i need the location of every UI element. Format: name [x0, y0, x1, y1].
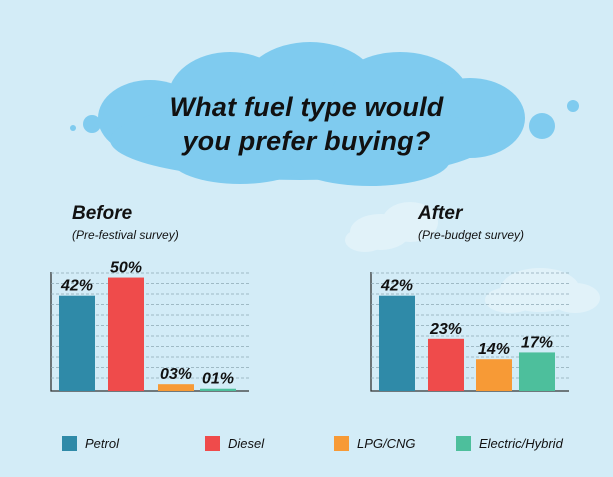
background-cloud-right — [485, 268, 600, 313]
after-data-label-electric-hybrid: 17% — [521, 334, 553, 351]
after-data-label-petrol: 42% — [380, 278, 413, 295]
before-data-label-electric-hybrid: 01% — [202, 371, 234, 388]
legend-swatch-petrol — [62, 436, 77, 451]
background-cloud-left — [345, 202, 438, 252]
before-panel-title: Before — [72, 203, 133, 224]
infographic-title-line-2: you prefer buying? — [182, 126, 431, 156]
after-bar-petrol — [379, 295, 415, 391]
after-bar-lpg-cng — [476, 359, 512, 391]
after-panel-title: After — [418, 203, 463, 224]
after-data-label-lpg-cng: 14% — [478, 341, 510, 358]
legend-swatch-electric-hybrid — [456, 436, 471, 451]
legend-label-petrol: Petrol — [85, 436, 119, 451]
decorative-bubbles — [70, 100, 579, 139]
before-bar-petrol — [59, 295, 95, 391]
after-data-label-diesel: 23% — [429, 321, 462, 338]
before-bar-lpg-cng — [158, 384, 194, 391]
after-panel-subtitle: (Pre-budget survey) — [418, 228, 525, 242]
before-data-label-diesel: 50% — [110, 260, 142, 277]
before-data-label-petrol: 42% — [60, 278, 93, 295]
infographic-title-line-1: What fuel type would — [169, 92, 444, 122]
bars — [59, 277, 555, 391]
after-bar-diesel — [428, 338, 464, 391]
legend-swatch-lpg-cng — [334, 436, 349, 451]
legend-label-diesel: Diesel — [228, 436, 265, 451]
before-data-label-lpg-cng: 03% — [160, 366, 192, 383]
title-cloud — [98, 42, 525, 186]
legend-label-electric-hybrid: Electric/Hybrid — [479, 436, 563, 451]
legend-swatch-diesel — [205, 436, 220, 451]
before-bar-diesel — [108, 277, 144, 391]
data-labels: 42% 50% 03% 01% 42% 23% 14% 17% — [60, 260, 553, 388]
before-panel-subtitle: (Pre-festival survey) — [72, 228, 179, 242]
legend-label-lpg-cng: LPG/CNG — [357, 436, 416, 451]
after-bar-electric-hybrid — [519, 352, 555, 391]
before-bar-electric-hybrid — [200, 388, 236, 391]
